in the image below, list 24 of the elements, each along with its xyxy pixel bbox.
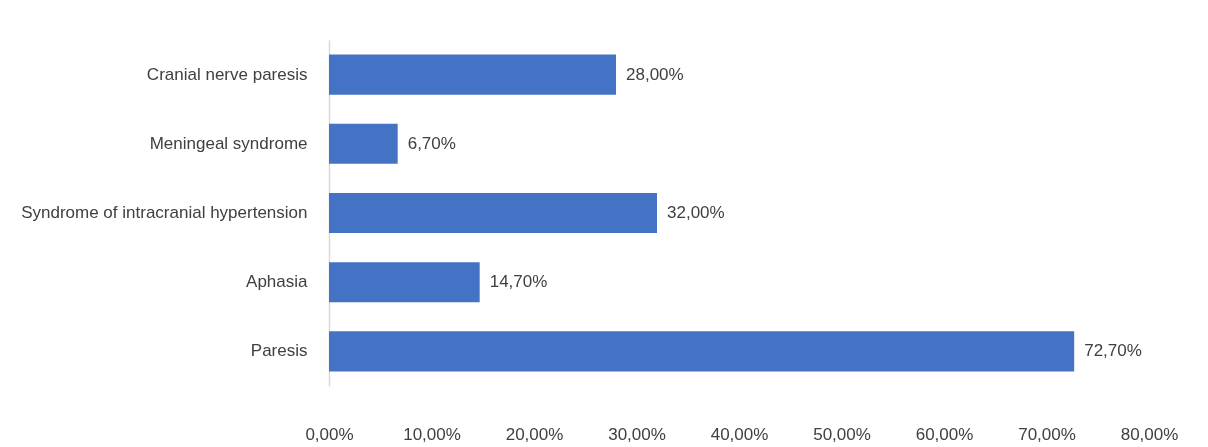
data-label: 72,70% (1084, 341, 1142, 361)
y-tick-label: Cranial nerve paresis (146, 64, 308, 84)
bar (329, 54, 616, 95)
bar (329, 331, 1075, 372)
x-tick-label: 0,00% (305, 424, 354, 444)
data-label: 6,70% (407, 133, 456, 153)
x-tick-label: 40,00% (710, 424, 769, 444)
x-tick-label: 30,00% (608, 424, 666, 444)
y-tick-label: Meningeal syndrome (149, 133, 308, 153)
x-tick-label: 70,00% (1018, 424, 1076, 444)
x-tick-label: 20,00% (505, 424, 564, 444)
bar (329, 123, 398, 164)
x-tick-label: 60,00% (915, 424, 974, 444)
x-tick-label: 80,00% (1120, 424, 1179, 444)
data-label: 28,00% (626, 64, 684, 84)
x-tick-label: 10,00% (403, 424, 461, 444)
x-tick-label: 50,00% (813, 424, 871, 444)
data-label: 14,70% (489, 272, 548, 292)
y-tick-label: Aphasia (246, 272, 309, 292)
data-label: 32,00% (667, 203, 725, 222)
bar (329, 262, 480, 303)
y-tick-label: Syndrome of intracranial hypertension (21, 203, 308, 222)
bar (329, 192, 657, 234)
y-tick-label: Paresis (250, 341, 308, 361)
